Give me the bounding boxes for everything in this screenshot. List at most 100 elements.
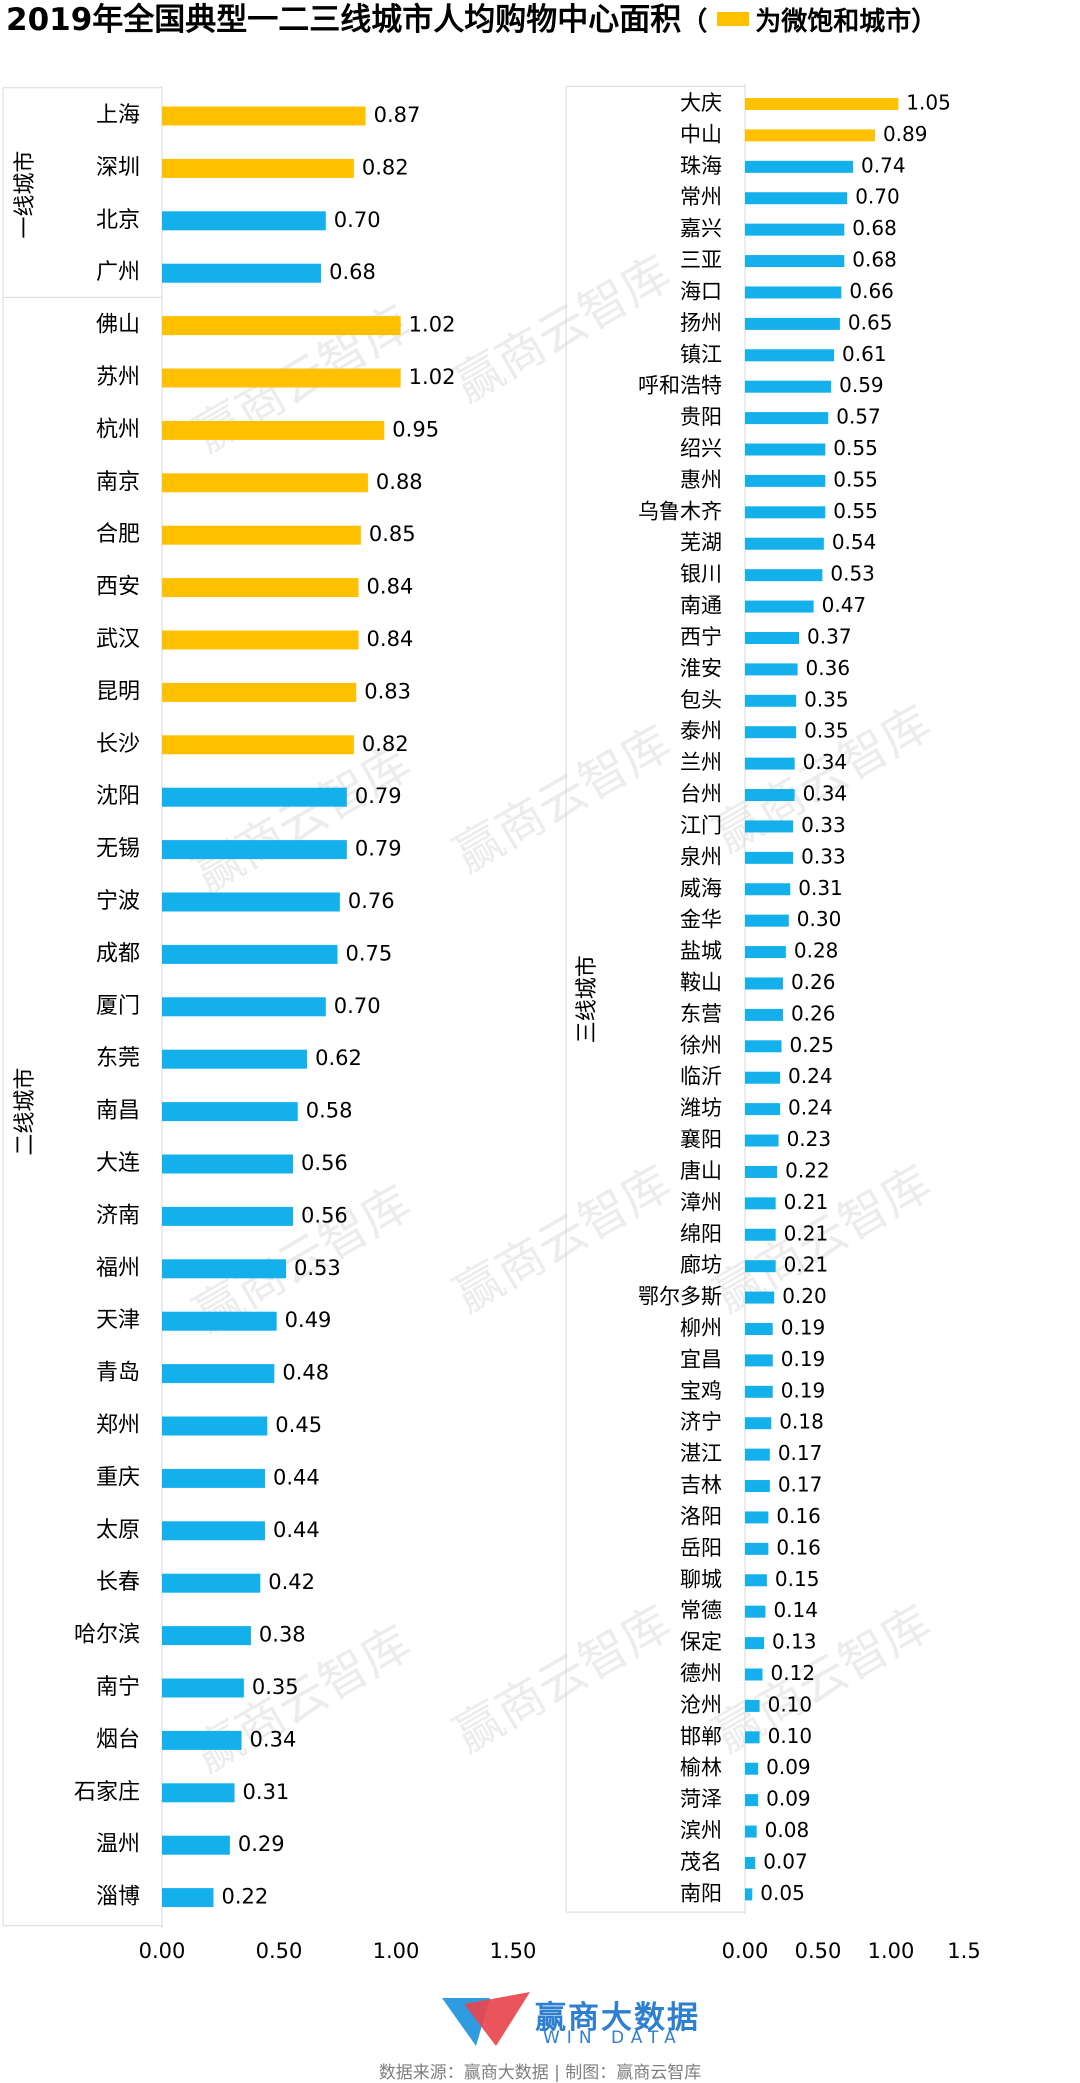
category-label: 潍坊 <box>680 1096 722 1120</box>
data-label: 0.17 <box>778 1473 823 1497</box>
data-label: 0.44 <box>273 1518 320 1542</box>
data-label: 0.23 <box>787 1127 832 1151</box>
category-label: 镇江 <box>680 342 722 366</box>
category-label: 保定 <box>680 1630 722 1654</box>
data-label: 0.82 <box>362 155 409 179</box>
category-label: 鄂尔多斯 <box>638 1285 722 1309</box>
bar <box>162 1364 275 1384</box>
category-label: 哈尔滨 <box>74 1623 140 1648</box>
category-label: 福州 <box>96 1256 140 1281</box>
bar <box>162 1888 214 1908</box>
data-label: 0.68 <box>852 216 897 240</box>
category-label: 北京 <box>96 208 140 233</box>
data-label: 0.79 <box>355 837 402 861</box>
bar <box>162 525 361 545</box>
data-label: 0.14 <box>773 1598 818 1622</box>
bar <box>745 1385 773 1398</box>
x-tick-label: 0.50 <box>256 1939 303 1963</box>
bar <box>162 1678 244 1698</box>
data-label: 0.85 <box>369 522 416 546</box>
data-label: 0.65 <box>848 310 893 334</box>
category-label: 长沙 <box>96 732 140 757</box>
data-label: 0.21 <box>784 1221 829 1245</box>
bar <box>745 317 840 330</box>
category-label: 榆林 <box>680 1756 722 1780</box>
bar <box>745 223 845 236</box>
bar <box>745 1856 756 1869</box>
category-label: 杭州 <box>96 417 140 442</box>
category-label: 中山 <box>680 122 722 146</box>
bar <box>745 1071 781 1084</box>
bar <box>162 1783 235 1803</box>
data-label: 0.25 <box>790 1033 835 1057</box>
bar <box>745 946 786 959</box>
x-tick-label: 1.00 <box>868 1939 915 1963</box>
data-label: 0.84 <box>367 575 414 599</box>
data-label: 0.26 <box>791 1001 836 1025</box>
data-label: 0.82 <box>362 732 409 756</box>
data-label: 0.56 <box>301 1203 348 1227</box>
data-label: 0.22 <box>221 1885 268 1909</box>
data-label: 0.22 <box>785 1158 830 1182</box>
data-label: 0.33 <box>801 844 846 868</box>
category-label: 三亚 <box>680 248 722 272</box>
category-label: 东营 <box>680 1002 722 1026</box>
category-label: 常德 <box>680 1599 722 1623</box>
bar <box>745 1165 778 1178</box>
data-label: 0.70 <box>855 185 900 209</box>
data-label: 0.10 <box>768 1692 813 1716</box>
category-label: 湛江 <box>680 1442 722 1466</box>
category-label: 成都 <box>96 941 140 966</box>
legend-paren: （ <box>681 7 708 37</box>
bar <box>745 631 800 644</box>
category-label: 泰州 <box>680 719 722 743</box>
category-label: 南京 <box>96 470 140 495</box>
bar <box>745 1668 763 1681</box>
category-label: 柳州 <box>680 1316 722 1340</box>
bar <box>162 630 359 650</box>
category-label: 宜昌 <box>680 1347 722 1371</box>
bar <box>162 420 385 440</box>
category-label: 宝鸡 <box>680 1379 722 1403</box>
category-label: 西宁 <box>680 625 722 649</box>
bar <box>162 1416 268 1436</box>
category-label: 呼和浩特 <box>638 374 722 398</box>
category-label: 江门 <box>680 813 722 837</box>
bar <box>162 1626 251 1646</box>
category-label: 银川 <box>680 562 722 586</box>
data-label: 0.74 <box>861 153 906 177</box>
category-label: 茂名 <box>680 1850 722 1874</box>
bar <box>745 883 791 896</box>
category-label: 吉林 <box>680 1473 722 1497</box>
bar <box>745 1260 776 1273</box>
bar <box>745 474 826 487</box>
bar <box>745 349 835 362</box>
category-label: 苏州 <box>96 365 140 390</box>
category-label: 绵阳 <box>680 1222 722 1246</box>
category-label: 临沂 <box>680 1065 722 1089</box>
legend-label: 为微饱和城市） <box>755 7 938 37</box>
data-label: 0.87 <box>374 103 421 127</box>
data-label: 1.02 <box>409 313 456 337</box>
logo-shape-red <box>464 1992 530 2046</box>
bar <box>745 1605 766 1618</box>
brand-name-en: WIN DATA <box>543 2028 683 2048</box>
category-label: 沈阳 <box>96 784 140 809</box>
data-label: 0.55 <box>833 499 878 523</box>
bar <box>745 663 798 676</box>
data-label: 0.49 <box>285 1308 332 1332</box>
data-label: 0.21 <box>784 1253 829 1277</box>
category-label: 南昌 <box>96 1099 140 1124</box>
group-label: 三线城市 <box>575 955 600 1043</box>
category-label: 洛阳 <box>680 1504 722 1528</box>
bar <box>745 286 842 299</box>
bar <box>745 1228 776 1241</box>
data-label: 0.58 <box>306 1099 353 1123</box>
data-label: 0.55 <box>833 436 878 460</box>
category-label: 天津 <box>96 1308 140 1333</box>
bar <box>745 757 795 770</box>
bar <box>162 368 401 388</box>
category-label: 长春 <box>96 1570 140 1595</box>
data-label: 0.68 <box>852 248 897 272</box>
